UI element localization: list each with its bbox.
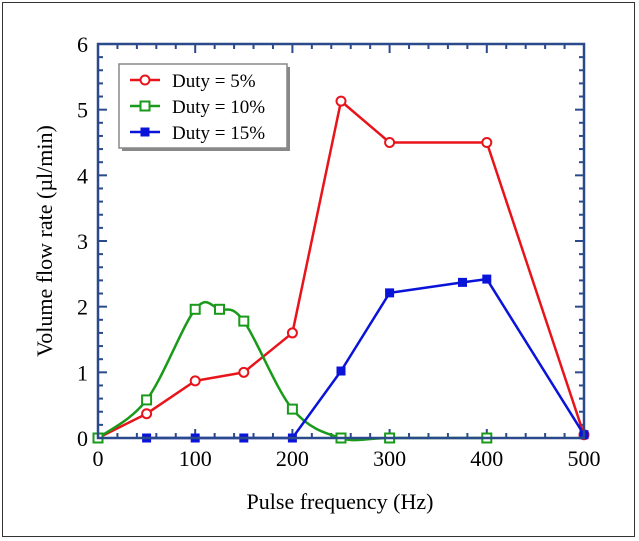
legend-marker [140,127,150,137]
x-tick-label: 300 [373,446,406,471]
x-tick-label: 400 [470,446,503,471]
y-tick-label: 1 [77,360,88,385]
data-point [141,394,153,406]
y-tick-label: 3 [77,229,88,254]
tick-labels: 0 100 200 300 400 500 0 1 2 3 4 5 6 [77,32,601,471]
series-line-1 [97,99,586,440]
data-point [481,137,493,148]
axis-ticks [97,43,585,439]
y-tick-label: 2 [77,295,88,320]
series-line-2 [97,300,487,442]
data-point [189,303,201,315]
x-axis-label: Pulse frequency (Hz) [247,489,434,514]
data-point [286,403,298,415]
figure-frame [2,2,635,537]
series-lines [97,99,586,442]
x-tick-label: 500 [568,446,601,471]
y-tick-label: 5 [77,98,88,123]
x-tick-label: 200 [276,446,309,471]
data-point [141,408,153,420]
data-point [482,274,492,284]
legend: Duty = 5% Duty = 10% Duty = 15% [118,63,290,151]
data-point [238,315,250,327]
data-point [335,95,347,107]
x-tick-label: 0 [93,446,104,471]
plot-area-border [96,42,586,440]
data-point [214,303,225,315]
legend-marker [139,100,151,112]
data-point [189,375,201,387]
legend-label: Duty = 5% [172,71,256,92]
series-line-3 [146,277,586,440]
data-point [336,366,346,376]
data-point [384,137,396,148]
data-point [286,327,298,339]
data-point [385,288,395,298]
y-tick-label: 6 [77,32,88,57]
legend-label: Duty = 10% [172,97,265,118]
legend-label: Duty = 15% [172,123,265,144]
data-point [458,277,467,287]
legend-marker [139,74,151,86]
y-tick-label: 0 [77,426,88,451]
y-tick-label: 4 [77,163,88,188]
x-tick-label: 100 [179,446,212,471]
data-point [238,366,250,378]
y-axis-label: Volume flow rate (µl/min) [32,125,57,357]
